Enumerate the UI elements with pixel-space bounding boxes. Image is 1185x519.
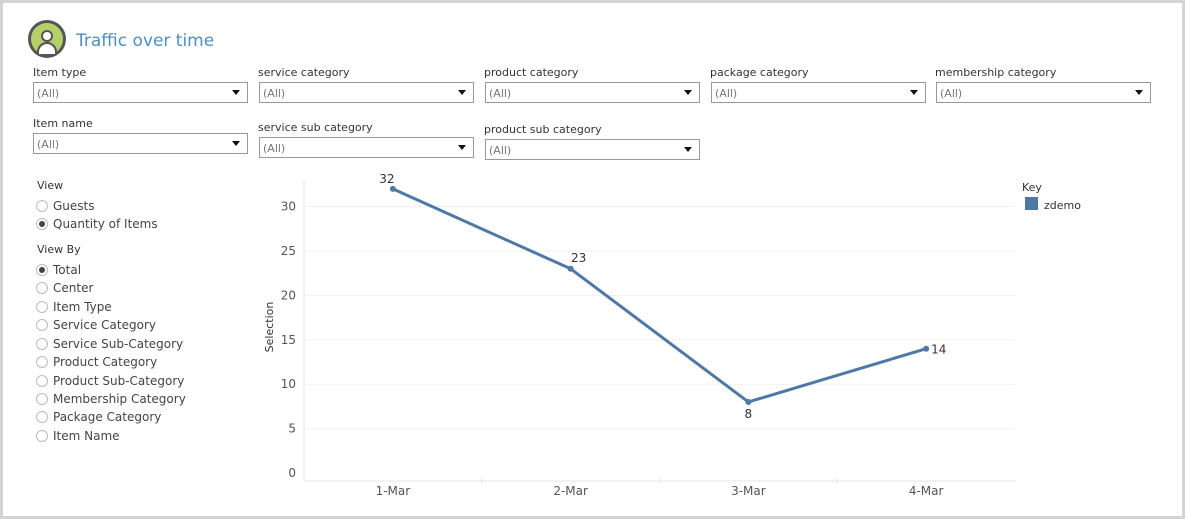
dropdown-value: (All): [715, 87, 738, 100]
radio-unselected-icon: [36, 338, 48, 350]
x-tick-label: 1-Mar: [376, 484, 411, 498]
legend-swatch: [1025, 197, 1038, 210]
y-tick-labels: 0 5 10 15 20 25 30: [281, 200, 296, 480]
radio-label: Guests: [53, 199, 95, 213]
service-sub-category-dropdown[interactable]: (All): [259, 137, 474, 158]
data-point: [567, 265, 574, 272]
caret-down-icon: [684, 147, 692, 152]
y-tick-label: 10: [281, 377, 296, 391]
y-axis-label: Selection: [263, 302, 276, 353]
filter-label-product-sub-category: product sub category: [484, 123, 602, 136]
x-tick-label: 2-Mar: [553, 484, 588, 498]
item-type-dropdown[interactable]: (All): [33, 82, 248, 103]
membership-category-dropdown[interactable]: (All): [936, 82, 1151, 103]
y-tick-label: 15: [281, 333, 296, 347]
dropdown-value: (All): [263, 87, 286, 100]
view-by-title: View By: [37, 243, 81, 256]
radio-label: Package Category: [53, 410, 162, 424]
radio-label: Total: [53, 263, 82, 277]
user-avatar-icon: [28, 20, 66, 58]
radio-unselected-icon: [36, 301, 48, 313]
dropdown-value: (All): [489, 144, 512, 157]
legend-label: zdemo: [1044, 199, 1081, 212]
x-tick-labels: 1-Mar 2-Mar 3-Mar 4-Mar: [376, 484, 944, 498]
caret-down-icon: [232, 90, 240, 95]
radio-unselected-icon: [36, 411, 48, 423]
gridlines: [304, 206, 1015, 484]
product-category-dropdown[interactable]: (All): [485, 82, 700, 103]
radio-label: Service Sub-Category: [53, 337, 184, 351]
legend-title: Key: [1022, 181, 1042, 194]
y-tick-label: 25: [281, 244, 296, 258]
caret-down-icon: [232, 141, 240, 146]
filter-label-item-name: Item name: [33, 117, 93, 130]
dropdown-value: (All): [37, 138, 60, 151]
caret-down-icon: [1135, 90, 1143, 95]
radio-unselected-icon: [36, 319, 48, 331]
caret-down-icon: [910, 90, 918, 95]
data-labels: 32 23 8 14: [379, 172, 946, 421]
filter-label-product-category: product category: [484, 66, 579, 79]
filter-label-item-type: Item type: [33, 66, 87, 79]
caret-down-icon: [458, 145, 466, 150]
x-tick-label: 4-Mar: [909, 484, 944, 498]
series-zdemo: [389, 185, 930, 405]
data-label: 8: [745, 407, 753, 421]
radio-unselected-icon: [36, 200, 48, 212]
y-tick-label: 30: [281, 200, 296, 214]
product-sub-category-dropdown[interactable]: (All): [485, 139, 700, 160]
radio-selected-icon: [36, 218, 48, 230]
radio-label: Product Sub-Category: [53, 374, 185, 388]
view-title: View: [37, 179, 64, 192]
radio-unselected-icon: [36, 356, 48, 368]
y-tick-label: 20: [281, 288, 296, 302]
dropdown-value: (All): [263, 142, 286, 155]
item-name-dropdown[interactable]: (All): [33, 133, 248, 154]
page-title: Traffic over time: [76, 31, 215, 51]
dropdown-value: (All): [37, 87, 60, 100]
x-tick-label: 3-Mar: [731, 484, 766, 498]
radio-unselected-icon: [36, 282, 48, 294]
radio-label: Item Name: [53, 429, 120, 443]
series-line: [391, 187, 928, 404]
package-category-dropdown[interactable]: (All): [711, 82, 926, 103]
caret-down-icon: [458, 90, 466, 95]
radio-unselected-icon: [36, 430, 48, 442]
filter-label-service-category: service category: [258, 66, 350, 79]
radio-label: Item Type: [53, 300, 112, 314]
filter-label-service-sub-category: service sub category: [258, 121, 373, 134]
data-label: 23: [571, 251, 586, 265]
radio-unselected-icon: [36, 375, 48, 387]
dropdown-value: (All): [489, 87, 512, 100]
filter-label-membership-category: membership category: [935, 66, 1057, 79]
data-label: 32: [379, 172, 394, 186]
radio-label: Quantity of Items: [53, 217, 158, 231]
service-category-dropdown[interactable]: (All): [259, 82, 474, 103]
data-point: [389, 185, 396, 192]
radio-label: Product Category: [53, 355, 158, 369]
y-tick-label: 5: [288, 422, 296, 436]
radio-label: Service Category: [53, 318, 156, 332]
data-point: [745, 398, 752, 405]
radio-selected-icon: [36, 264, 48, 276]
radio-label: Center: [53, 281, 94, 295]
data-label: 14: [931, 343, 946, 357]
caret-down-icon: [684, 90, 692, 95]
radio-label: Membership Category: [53, 392, 186, 406]
dropdown-value: (All): [940, 87, 963, 100]
radio-unselected-icon: [36, 393, 48, 405]
data-point: [923, 345, 930, 352]
y-tick-label: 0: [288, 466, 296, 480]
filter-label-package-category: package category: [710, 66, 809, 79]
